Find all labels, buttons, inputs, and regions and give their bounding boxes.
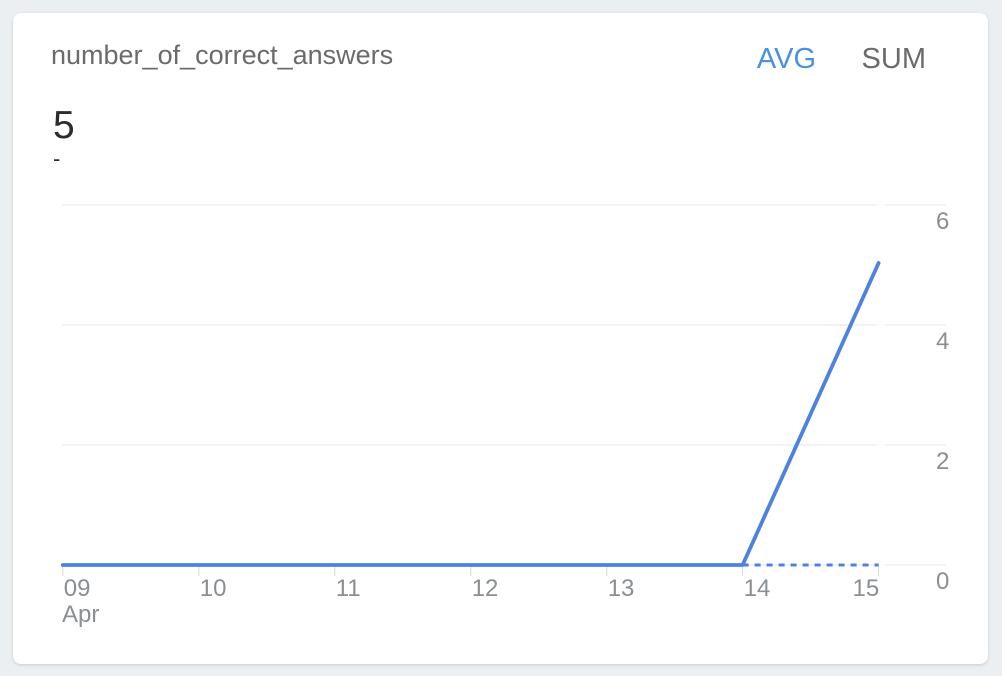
svg-text:14: 14 [744,575,771,602]
svg-text:12: 12 [472,575,499,602]
svg-text:09: 09 [64,575,91,602]
svg-text:4: 4 [936,328,949,355]
svg-text:0: 0 [936,568,949,595]
svg-text:11: 11 [336,575,361,602]
svg-text:15: 15 [853,575,880,602]
svg-text:10: 10 [200,575,227,602]
svg-text:13: 13 [608,575,635,602]
svg-text:6: 6 [936,208,949,235]
svg-text:Apr: Apr [62,601,99,628]
svg-text:2: 2 [936,448,949,475]
